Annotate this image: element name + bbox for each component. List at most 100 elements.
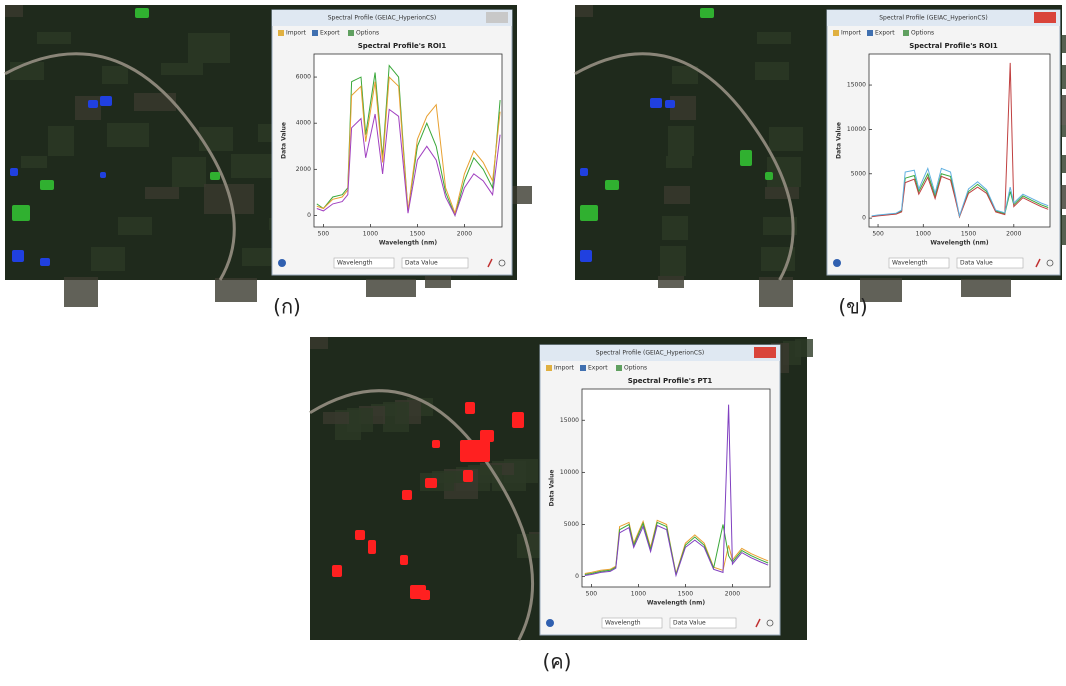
menu-item: Export xyxy=(875,30,895,37)
x-select-label: Wavelength xyxy=(337,260,373,267)
roi-polygon xyxy=(650,98,662,108)
y-tick-label: 0 xyxy=(862,215,866,222)
terrain-patch xyxy=(188,33,230,63)
terrain-patch xyxy=(769,127,803,151)
terrain-patch xyxy=(759,277,793,307)
x-tick-label: 1000 xyxy=(363,231,378,238)
y-axis-label: Data Value xyxy=(281,122,288,159)
terrain-patch xyxy=(134,93,176,111)
help-icon xyxy=(546,619,554,627)
y-tick-label: 6000 xyxy=(296,74,311,81)
roi-polygon xyxy=(368,540,376,554)
window-title: Spectral Profile (GEIAC_HyperionCS) xyxy=(328,15,437,22)
roi-polygon xyxy=(463,470,473,482)
x-tick-label: 2000 xyxy=(1006,231,1021,238)
x-tick-label: 500 xyxy=(318,231,330,238)
terrain-patch xyxy=(145,187,179,199)
x-tick-label: 1500 xyxy=(678,591,693,598)
menu-item: Import xyxy=(841,30,862,37)
roi-polygon xyxy=(10,168,18,176)
terrain-patch xyxy=(91,247,125,271)
terrain-patch xyxy=(21,156,47,168)
chart-title: Spectral Profile's ROI1 xyxy=(358,42,447,50)
y-tick-label: 15000 xyxy=(560,417,579,424)
chart-title: Spectral Profile's ROI1 xyxy=(909,42,998,50)
roi-polygon xyxy=(765,172,773,180)
terrain-patch xyxy=(118,217,152,235)
roi-polygon xyxy=(40,258,50,266)
menu-icon xyxy=(546,365,552,371)
y-tick-label: 10000 xyxy=(847,126,866,133)
roi-polygon xyxy=(580,205,598,221)
menu-icon xyxy=(580,365,586,371)
menu-icon xyxy=(278,30,284,36)
roi-polygon xyxy=(465,402,475,414)
terrain-patch xyxy=(660,246,686,276)
terrain-patch xyxy=(662,216,688,240)
caption: (ก) xyxy=(273,295,301,319)
x-axis-label: Wavelength (nm) xyxy=(647,600,706,607)
x-axis-label: Wavelength (nm) xyxy=(379,240,438,247)
terrain-patch xyxy=(75,96,101,120)
roi-polygon xyxy=(740,150,752,166)
roi-polygon xyxy=(432,440,440,448)
terrain-patch xyxy=(1060,35,1066,53)
close-button xyxy=(1034,12,1056,23)
y-tick-label: 4000 xyxy=(296,120,311,127)
help-icon xyxy=(833,259,841,267)
terrain-patch xyxy=(366,279,416,297)
menu-item: Export xyxy=(320,30,340,37)
roi-polygon xyxy=(40,180,54,190)
menu-item: Options xyxy=(624,365,647,372)
y-tick-label: 5000 xyxy=(851,170,866,177)
y-tick-label: 15000 xyxy=(847,82,866,89)
roi-polygon xyxy=(355,530,365,540)
close-button xyxy=(754,347,776,358)
x-tick-label: 1000 xyxy=(631,591,646,598)
menu-icon xyxy=(867,30,873,36)
y-tick-label: 10000 xyxy=(560,469,579,476)
terrain-patch xyxy=(575,5,593,17)
x-tick-label: 1500 xyxy=(961,231,976,238)
roi-polygon xyxy=(425,478,437,488)
roi-polygon xyxy=(480,430,494,442)
terrain-patch xyxy=(425,276,451,288)
terrain-patch xyxy=(666,156,692,168)
terrain-patch xyxy=(961,279,1011,297)
menu-item: Import xyxy=(554,365,575,372)
plot-area xyxy=(582,389,770,587)
terrain-patch xyxy=(755,62,789,80)
roi-polygon xyxy=(605,180,619,190)
chart-title: Spectral Profile's PT1 xyxy=(628,377,713,385)
terrain-patch xyxy=(161,63,203,75)
x-tick-label: 2000 xyxy=(457,231,472,238)
x-tick-label: 1500 xyxy=(410,231,425,238)
roi-polygon xyxy=(700,8,714,18)
terrain-patch xyxy=(64,277,98,307)
x-select-label: Wavelength xyxy=(892,260,928,267)
y-select-label: Data Value xyxy=(405,260,438,267)
x-tick-label: 2000 xyxy=(725,591,740,598)
x-axis-label: Wavelength (nm) xyxy=(930,240,989,247)
x-tick-label: 1000 xyxy=(916,231,931,238)
plot-area xyxy=(869,54,1050,227)
y-tick-label: 5000 xyxy=(564,521,579,528)
y-tick-label: 2000 xyxy=(296,166,311,173)
close-button xyxy=(486,12,508,23)
y-axis-label: Data Value xyxy=(836,122,843,159)
menu-icon xyxy=(833,30,839,36)
roi-polygon xyxy=(460,440,490,462)
terrain-patch xyxy=(172,157,206,187)
x-select-label: Wavelength xyxy=(605,620,641,627)
menu-item: Options xyxy=(356,30,379,37)
figure: (ก) Spectral Profile (GEIAC_HyperionCS) Im… xyxy=(0,0,1066,686)
terrain-patch xyxy=(670,96,696,120)
terrain-patch xyxy=(757,32,791,44)
terrain-patch xyxy=(215,278,257,302)
roi-polygon xyxy=(400,555,408,565)
menu-item: Import xyxy=(286,30,307,37)
terrain-patch xyxy=(48,126,74,156)
terrain-patch xyxy=(765,187,799,199)
y-tick-label: 0 xyxy=(307,212,311,219)
help-icon xyxy=(278,259,286,267)
